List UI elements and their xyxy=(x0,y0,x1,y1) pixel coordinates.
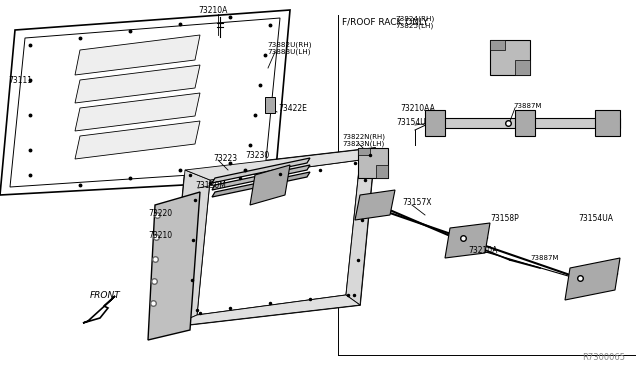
Polygon shape xyxy=(75,35,200,75)
Polygon shape xyxy=(515,60,530,75)
Polygon shape xyxy=(170,170,210,327)
Text: 73887M: 73887M xyxy=(513,103,541,109)
Text: 73223: 73223 xyxy=(213,154,237,163)
Polygon shape xyxy=(490,40,505,50)
Polygon shape xyxy=(75,93,200,131)
Polygon shape xyxy=(185,148,375,180)
Polygon shape xyxy=(445,223,490,258)
Polygon shape xyxy=(10,18,280,187)
Text: 73210AA: 73210AA xyxy=(400,103,435,112)
Polygon shape xyxy=(75,121,200,159)
Text: 73422E: 73422E xyxy=(278,103,307,112)
Text: 73887M: 73887M xyxy=(530,255,559,261)
Text: 73210A: 73210A xyxy=(468,246,497,254)
Polygon shape xyxy=(355,190,395,220)
Text: 73154UA: 73154UA xyxy=(578,214,613,222)
Polygon shape xyxy=(358,148,388,178)
Polygon shape xyxy=(170,148,375,327)
Text: 73882U(RH)
73883U(LH): 73882U(RH) 73883U(LH) xyxy=(267,41,312,55)
Polygon shape xyxy=(515,110,535,136)
Text: F/ROOF RACK ONLY: F/ROOF RACK ONLY xyxy=(342,17,428,26)
Text: 73210: 73210 xyxy=(148,231,172,240)
Polygon shape xyxy=(75,65,200,103)
Text: 73111: 73111 xyxy=(8,76,32,84)
Text: FRONT: FRONT xyxy=(90,291,120,299)
Polygon shape xyxy=(425,110,445,136)
Text: 73210A: 73210A xyxy=(198,6,227,15)
Polygon shape xyxy=(83,296,115,323)
Polygon shape xyxy=(358,148,370,155)
Polygon shape xyxy=(197,160,360,315)
Polygon shape xyxy=(170,295,360,327)
Polygon shape xyxy=(250,165,290,205)
Text: 73220: 73220 xyxy=(148,208,172,218)
Polygon shape xyxy=(265,97,275,113)
Text: 73130M: 73130M xyxy=(195,180,226,189)
Polygon shape xyxy=(148,192,200,340)
Polygon shape xyxy=(595,110,620,136)
Polygon shape xyxy=(490,40,530,75)
Polygon shape xyxy=(430,118,620,128)
Polygon shape xyxy=(346,148,375,305)
Polygon shape xyxy=(212,158,310,183)
Polygon shape xyxy=(0,10,290,195)
Text: 73158P: 73158P xyxy=(490,214,519,222)
Polygon shape xyxy=(565,258,620,300)
Text: 73824(RH)
73825(LH): 73824(RH) 73825(LH) xyxy=(395,15,435,29)
Text: 73154U: 73154U xyxy=(396,118,426,126)
Polygon shape xyxy=(212,172,310,197)
Text: 73157X: 73157X xyxy=(402,198,431,206)
Text: R7300065: R7300065 xyxy=(582,353,625,362)
Text: 73230: 73230 xyxy=(245,151,269,160)
Text: 73822N(RH)
73823N(LH): 73822N(RH) 73823N(LH) xyxy=(342,133,385,147)
Polygon shape xyxy=(376,165,388,178)
Polygon shape xyxy=(212,165,310,190)
